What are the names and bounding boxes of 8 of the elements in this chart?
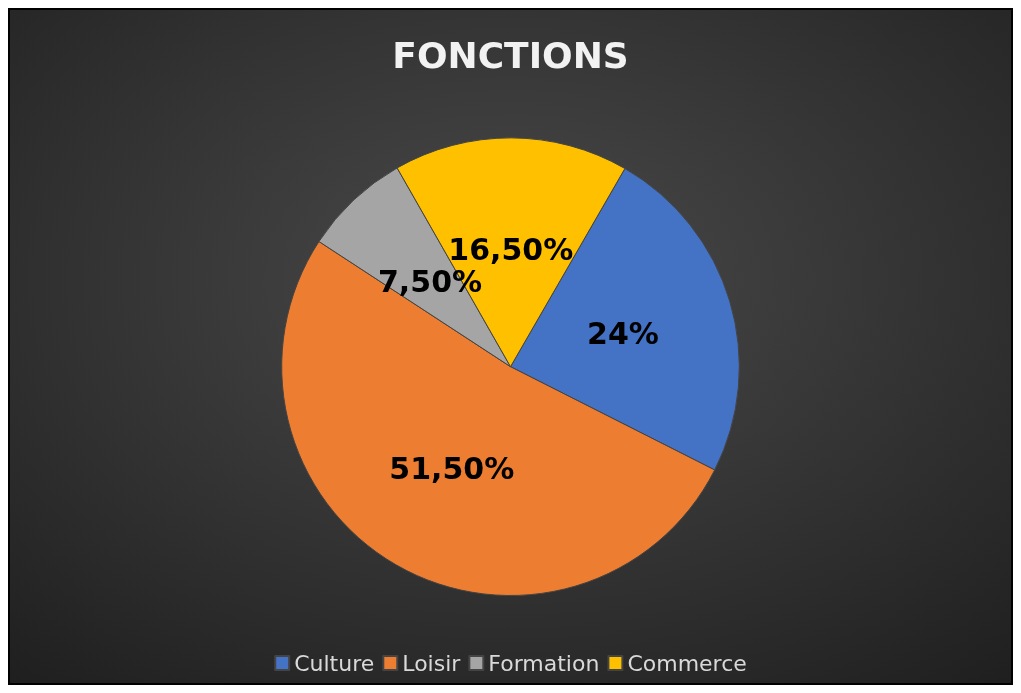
chart-title: FONCTIONS [392,34,629,76]
legend-label: Culture [294,650,375,676]
data-label: 51,50% [389,450,515,486]
legend-label: Formation [488,650,600,676]
legend-label: Loisir [402,650,462,676]
legend-label: Commerce [627,650,747,676]
data-label: 16,50% [448,231,574,267]
data-label: 24% [587,315,659,351]
